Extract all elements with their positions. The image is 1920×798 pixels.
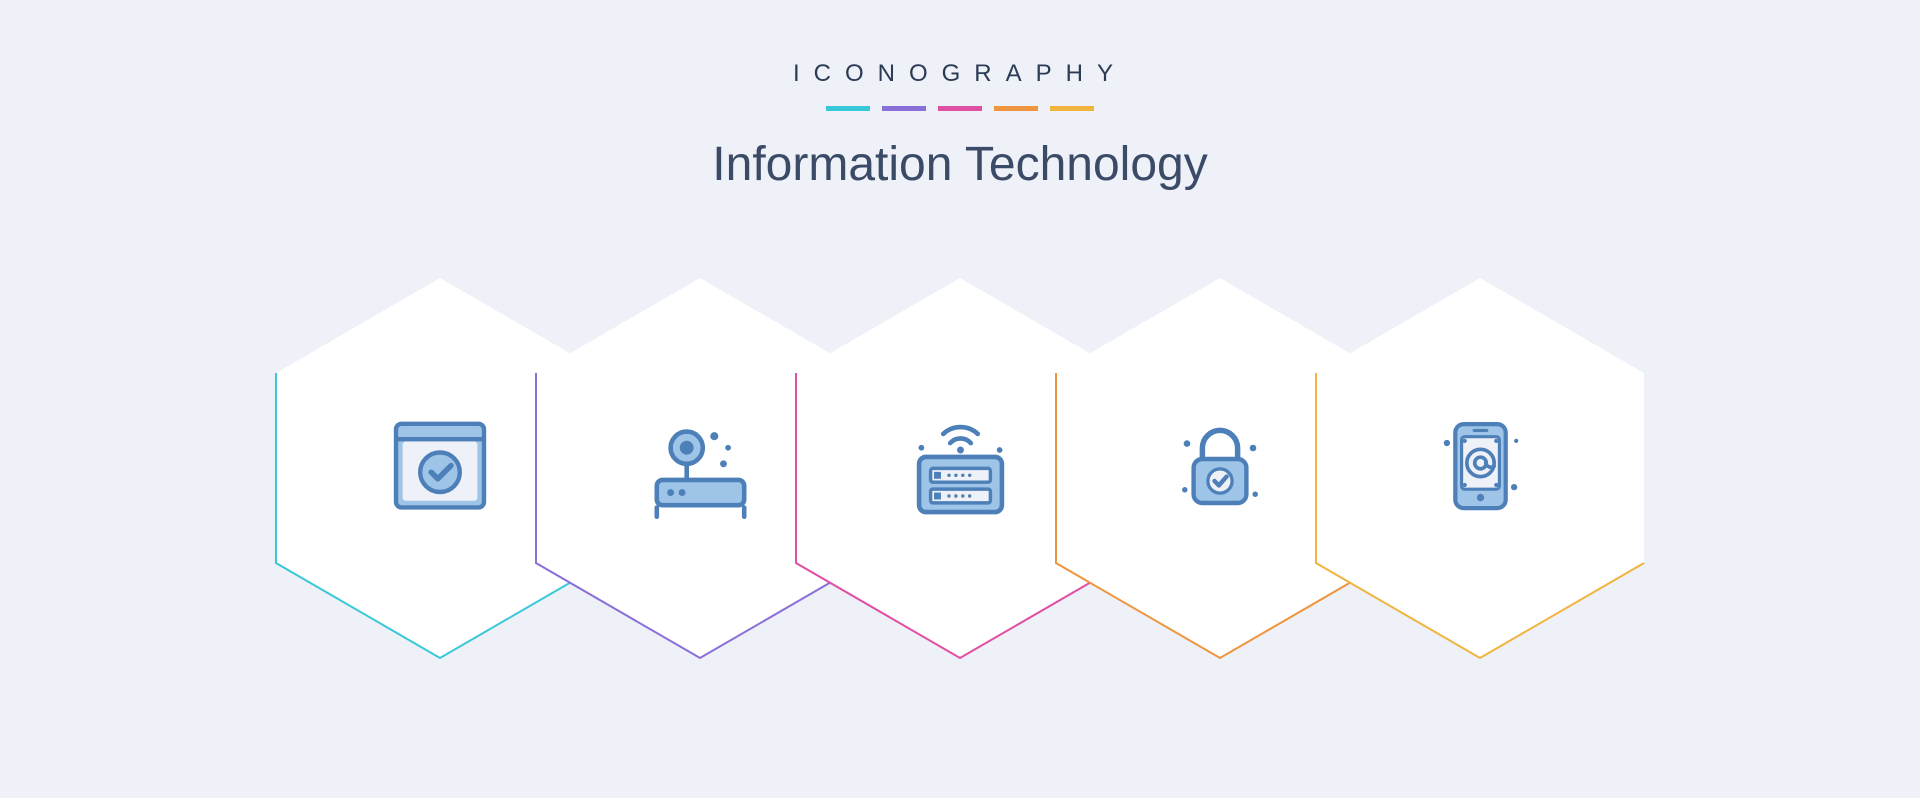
accent-bar-1 [882,106,926,111]
hex-row [310,272,1610,664]
wireless-login-icon [900,406,1020,526]
accent-bars [712,106,1207,111]
hex-card-mobile-email [1310,272,1650,664]
browser-check-icon [380,406,500,526]
accent-bar-4 [1050,106,1094,111]
brand-title: ICONOGRAPHY [712,60,1207,88]
header: ICONOGRAPHY Information Technology [712,60,1207,192]
accent-bar-2 [938,106,982,111]
subtitle: Information Technology [712,137,1207,192]
secure-lock-icon [1160,406,1280,526]
mobile-email-icon [1420,406,1540,526]
accent-bar-0 [826,106,870,111]
router-wifi-icon [640,406,760,526]
accent-bar-3 [994,106,1038,111]
